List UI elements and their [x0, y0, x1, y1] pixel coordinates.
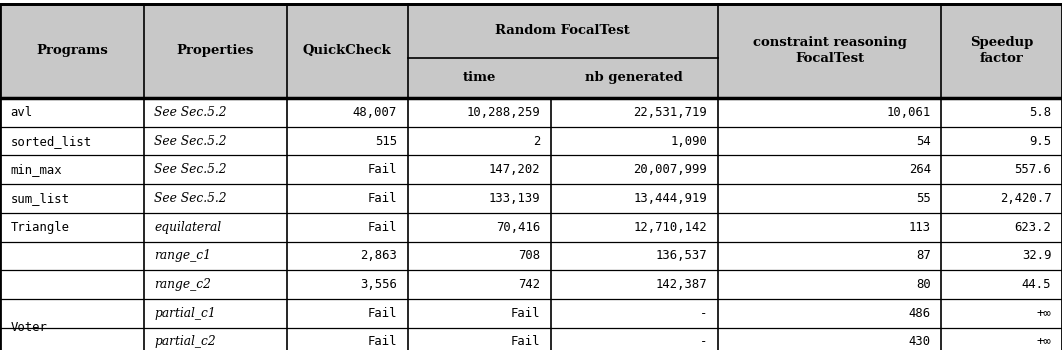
Text: min_max: min_max [11, 163, 63, 176]
Text: Fail: Fail [367, 220, 397, 234]
Text: 44.5: 44.5 [1022, 278, 1051, 291]
Text: +∞: +∞ [1037, 307, 1051, 320]
Text: Voter: Voter [11, 321, 48, 334]
Text: 2: 2 [533, 134, 541, 148]
Text: 54: 54 [917, 134, 930, 148]
Text: 32.9: 32.9 [1022, 249, 1051, 262]
Text: 13,444,919: 13,444,919 [633, 192, 707, 205]
Text: 87: 87 [917, 249, 930, 262]
Text: 10,288,259: 10,288,259 [466, 106, 541, 119]
Text: 80: 80 [917, 278, 930, 291]
Text: sorted_list: sorted_list [11, 134, 91, 148]
Text: See Sec.5.2: See Sec.5.2 [154, 134, 226, 148]
Text: constraint reasoning
FocalTest: constraint reasoning FocalTest [753, 36, 907, 65]
Text: 2,863: 2,863 [360, 249, 397, 262]
Text: See Sec.5.2: See Sec.5.2 [154, 163, 226, 176]
Text: 486: 486 [909, 307, 930, 320]
Text: Fail: Fail [511, 307, 541, 320]
Text: partial_c1: partial_c1 [154, 307, 216, 320]
Text: 623.2: 623.2 [1014, 220, 1051, 234]
Text: Random FocalTest: Random FocalTest [495, 24, 630, 37]
Text: 22,531,719: 22,531,719 [633, 106, 707, 119]
Text: time: time [463, 71, 496, 84]
Text: 1,090: 1,090 [670, 134, 707, 148]
Text: See Sec.5.2: See Sec.5.2 [154, 192, 226, 205]
Text: 20,007,999: 20,007,999 [633, 163, 707, 176]
Text: avl: avl [11, 106, 33, 119]
Text: 2,420.7: 2,420.7 [999, 192, 1051, 205]
Text: 142,387: 142,387 [655, 278, 707, 291]
Text: +∞: +∞ [1037, 335, 1051, 349]
Text: nb generated: nb generated [585, 71, 683, 84]
Text: 515: 515 [375, 134, 397, 148]
Text: sum_list: sum_list [11, 192, 70, 205]
Text: 48,007: 48,007 [353, 106, 397, 119]
Text: 9.5: 9.5 [1029, 134, 1051, 148]
Text: Fail: Fail [511, 335, 541, 349]
Text: 10,061: 10,061 [887, 106, 930, 119]
Text: -: - [700, 335, 707, 349]
Text: 113: 113 [909, 220, 930, 234]
Text: Fail: Fail [367, 335, 397, 349]
Text: See Sec.5.2: See Sec.5.2 [154, 106, 226, 119]
Text: 136,537: 136,537 [655, 249, 707, 262]
Text: range_c1: range_c1 [154, 249, 211, 262]
Text: 133,139: 133,139 [489, 192, 541, 205]
Text: 70,416: 70,416 [496, 220, 541, 234]
Text: 12,710,142: 12,710,142 [633, 220, 707, 234]
Text: -: - [700, 307, 707, 320]
Bar [0, 4, 1062, 98]
Text: 708: 708 [518, 249, 541, 262]
Text: Programs: Programs [36, 44, 107, 57]
Text: partial_c2: partial_c2 [154, 335, 216, 349]
Text: Fail: Fail [367, 192, 397, 205]
Text: Fail: Fail [367, 163, 397, 176]
Text: 55: 55 [917, 192, 930, 205]
Text: QuickCheck: QuickCheck [303, 44, 392, 57]
Text: 147,202: 147,202 [489, 163, 541, 176]
Text: 742: 742 [518, 278, 541, 291]
Text: Fail: Fail [367, 307, 397, 320]
Text: 264: 264 [909, 163, 930, 176]
Text: range_c2: range_c2 [154, 278, 211, 291]
Text: 5.8: 5.8 [1029, 106, 1051, 119]
Text: 3,556: 3,556 [360, 278, 397, 291]
Text: equilateral: equilateral [154, 220, 221, 234]
Text: Triangle: Triangle [11, 220, 70, 234]
Text: Properties: Properties [176, 44, 254, 57]
Text: Speedup
factor: Speedup factor [970, 36, 1033, 65]
Text: 557.6: 557.6 [1014, 163, 1051, 176]
Text: 430: 430 [909, 335, 930, 349]
